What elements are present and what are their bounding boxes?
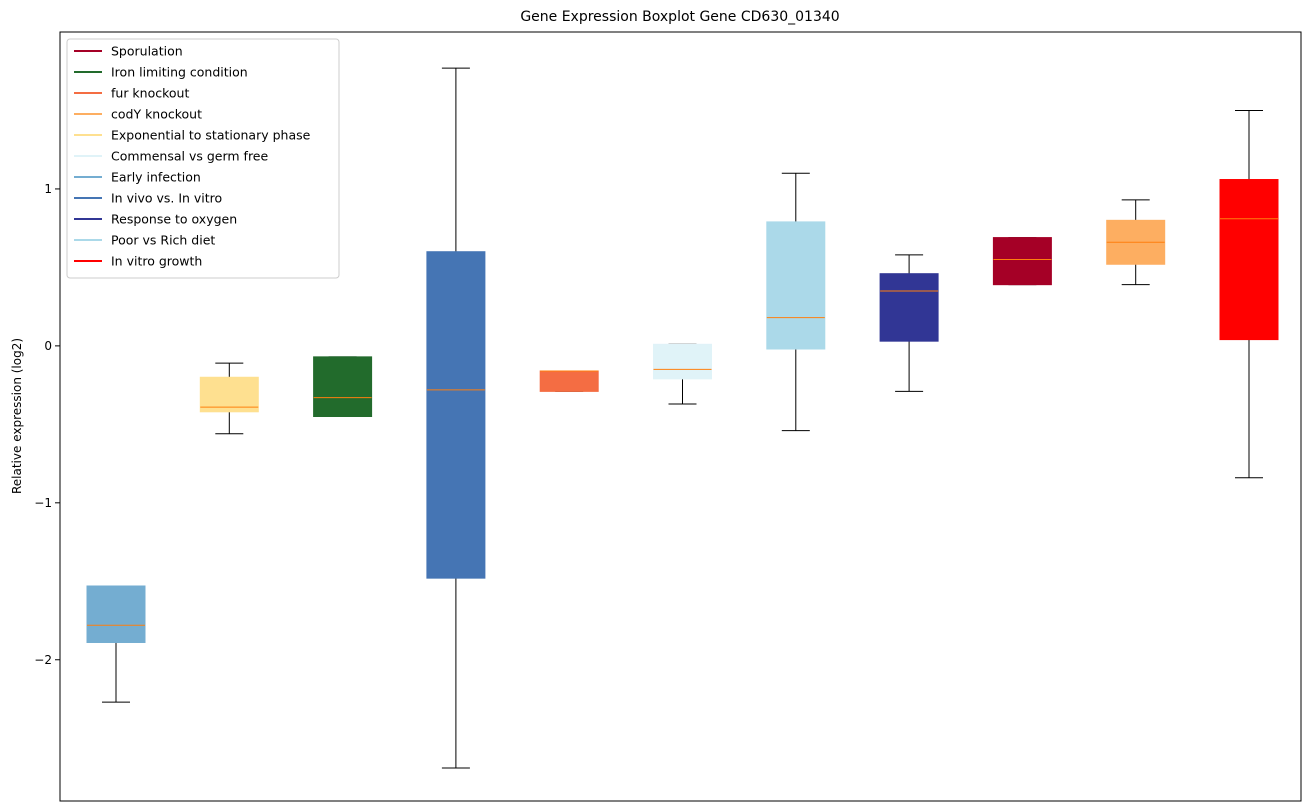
box-sporulation [992,237,1052,286]
legend-label: Early infection [111,170,201,185]
box-body [992,237,1052,286]
legend-label: Iron limiting condition [111,65,248,80]
y-tick-label: −2 [34,653,52,667]
box-poor-vs-rich-diet [766,172,826,432]
box-in-vivo-vs-in-vitro [426,67,486,769]
box-exponential-to-stationary-phase [199,362,259,435]
box-cody-knockout [1106,199,1166,286]
box-body [879,273,939,342]
plot-frame [59,31,1302,802]
legend-label: Exponential to stationary phase [111,128,311,143]
box-body [86,585,146,643]
legend-label: Sporulation [111,44,183,59]
legend-label: fur knockout [111,86,189,101]
plot-area [86,67,1279,769]
box-body [1219,179,1279,341]
box-body [653,343,712,380]
y-tick-label: 1 [44,182,52,196]
y-tick-label: 0 [44,339,52,353]
box-body [539,370,599,392]
legend-label: In vitro growth [111,254,202,269]
legend-label: In vivo vs. In vitro [111,191,222,206]
y-axis-label: Relative expression (log2) [10,338,24,494]
y-axis: 1 0 −1 −2 [34,182,60,667]
box-body [766,221,826,350]
box-fur-knockout [539,370,599,392]
legend-label: Response to oxygen [111,212,237,227]
chart-title: Gene Expression Boxplot Gene CD630_01340 [520,9,839,25]
legend-label: Poor vs Rich diet [111,233,215,248]
legend: Sporulation Iron limiting condition fur kn… [66,38,340,279]
box-body [199,376,259,413]
legend-label: codY knockout [111,107,202,122]
box-commensal-vs-germ-free [653,343,712,405]
box-early-infection [86,585,146,703]
box-response-to-oxygen [879,254,939,392]
legend-frame [66,38,340,279]
box-in-vitro-growth [1219,109,1279,479]
box-body [313,356,373,417]
box-iron-limiting-condition [313,356,373,417]
y-tick-label: −1 [34,496,52,510]
legend-label: Commensal vs germ free [111,149,268,164]
box-body [426,251,486,579]
